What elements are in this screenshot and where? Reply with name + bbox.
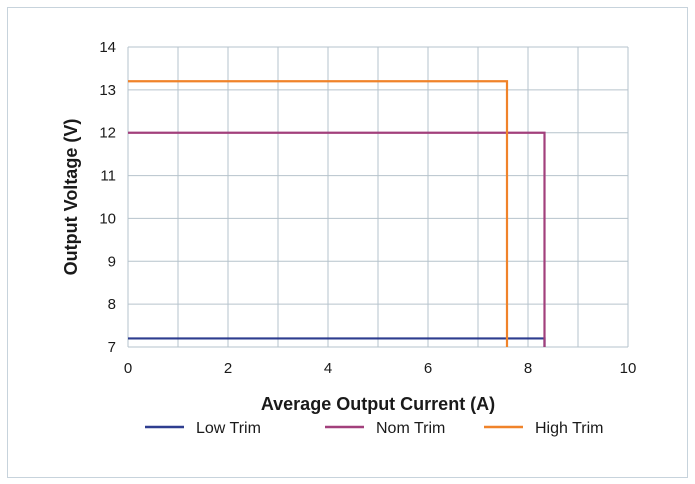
x-tick-label: 2: [224, 360, 232, 377]
chart-frame: [7, 7, 688, 478]
legend-label: Nom Trim: [376, 420, 445, 437]
x-tick-label: 6: [424, 360, 432, 377]
y-tick-label: 9: [108, 253, 116, 270]
x-tick-label: 10: [620, 360, 637, 377]
grid: [127, 46, 629, 348]
y-tick-label: 14: [99, 39, 116, 56]
legend-item: High Trim: [484, 420, 603, 437]
legend: Low Trim Nom Trim High Trim: [145, 420, 603, 437]
series-line-nom-trim: [128, 131, 546, 347]
x-axis-label: Average Output Current (A): [261, 394, 495, 414]
tick-labels: 0 2 4 6 8 10 7 8 9 10 11 12 13 14: [99, 39, 636, 377]
y-tick-label: 10: [99, 210, 116, 227]
series-line-high-trim: [128, 80, 509, 347]
legend-label: Low Trim: [196, 420, 261, 437]
series-lines: [128, 80, 546, 347]
x-tick-label: 4: [324, 360, 332, 377]
legend-item: Low Trim: [145, 420, 261, 437]
y-tick-label: 11: [100, 168, 116, 185]
legend-item: Nom Trim: [325, 420, 445, 437]
y-tick-label: 8: [108, 296, 116, 313]
y-tick-label: 13: [99, 82, 116, 99]
y-axis-label: Output Voltage (V): [61, 119, 81, 276]
y-tick-label: 12: [99, 125, 116, 142]
x-tick-label: 8: [524, 360, 532, 377]
legend-label: High Trim: [535, 420, 603, 437]
series-line-low-trim: [128, 337, 546, 347]
x-tick-label: 0: [124, 360, 132, 377]
y-tick-label: 7: [108, 339, 116, 356]
